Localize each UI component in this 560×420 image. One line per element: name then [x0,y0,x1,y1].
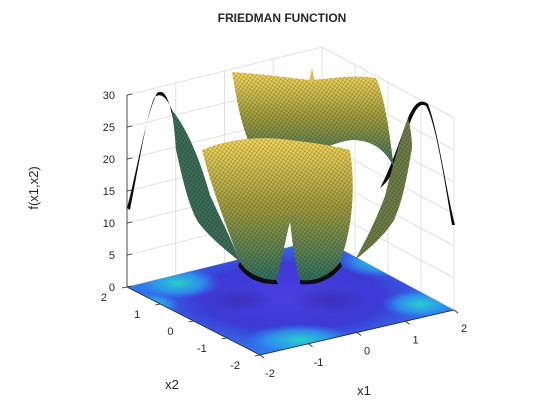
z-tick-label: 30 [103,90,115,102]
z-tick-label: 10 [103,218,115,230]
surface-spike [309,68,315,82]
x-axis-label: x1 [357,383,371,398]
x-tick-label: -2 [265,368,275,380]
y-tick-label: 2 [101,292,107,304]
y-tick [254,354,261,357]
x-tick [308,343,313,348]
grid-line [126,78,455,151]
y-tick [155,303,161,306]
z-tick-label: 25 [103,122,115,134]
z-tick-label: 15 [103,186,115,198]
x-tick [453,309,459,314]
y-tick-label: 0 [167,326,173,338]
x-tick [259,354,265,359]
y-tick [221,337,227,340]
y-tick [121,286,128,289]
z-tick-label: 0 [109,282,115,294]
contour-projection [127,239,454,355]
z-tick [126,189,133,192]
z-tick [126,285,133,288]
y-tick-label: -1 [197,343,207,355]
x-tick [356,332,362,336]
x-tick-label: 1 [412,334,418,346]
grid-line [126,46,455,119]
surface-plot [127,68,455,285]
z-tick-label: 20 [103,154,115,166]
z-tick [126,253,133,256]
z-tick [126,93,133,96]
chart-title: FRIEDMAN FUNCTION [218,11,347,25]
x-tick-label: 2 [461,323,467,335]
z-tick-label: 5 [109,250,115,262]
z-tick [126,125,133,128]
y-tick [188,320,194,323]
x-tick-label: -1 [314,357,324,369]
y-tick-label: -2 [230,360,240,372]
x-tick [405,320,410,325]
x-tick-label: 0 [364,346,370,358]
y-axis-label: x2 [165,377,179,392]
y-tick-label: 1 [134,309,140,321]
z-tick [126,221,133,224]
z-tick [126,157,133,160]
z-axis-label: f(x1,x2) [26,166,41,209]
